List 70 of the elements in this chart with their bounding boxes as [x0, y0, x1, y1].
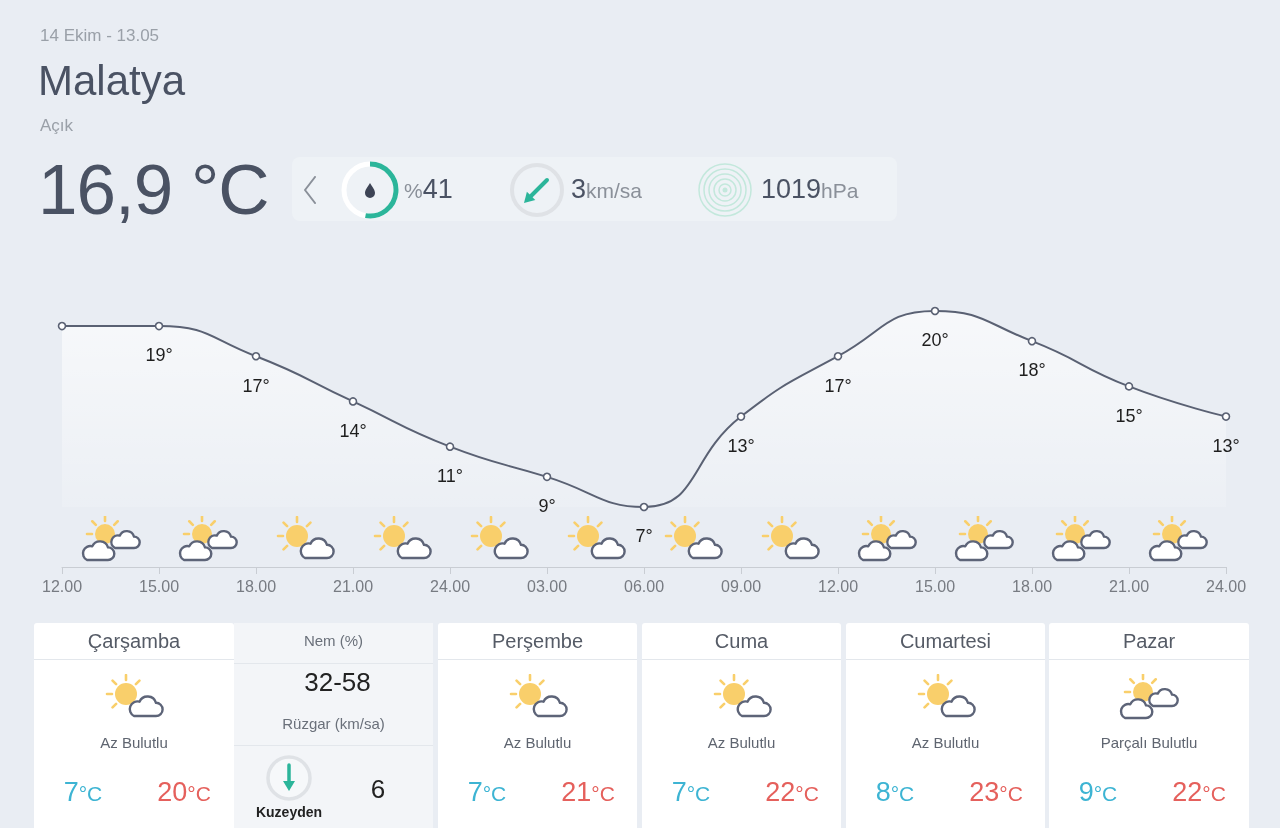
- data-label: 13°: [1212, 435, 1240, 456]
- point: [1027, 336, 1037, 346]
- x-tick-label: 21.00: [332, 577, 374, 595]
- point: [542, 472, 552, 482]
- text: 23°C: [969, 777, 1023, 808]
- text: 7°C: [467, 777, 507, 808]
- text: 7°C: [671, 777, 711, 808]
- point: [639, 502, 649, 512]
- data-label: 7°: [635, 526, 653, 547]
- x-tick-label: 18.00: [1011, 577, 1053, 595]
- text: Az Bulutlu: [911, 734, 980, 752]
- point: [1124, 382, 1134, 391]
- x-tick-label: 18.00: [235, 577, 277, 595]
- x-tick-label: 12.00: [817, 577, 859, 595]
- text: 14 Ekim - 13.05: [40, 26, 160, 46]
- data-label: 15°: [1115, 405, 1143, 426]
- text: 32-58: [304, 667, 371, 698]
- text: Cumartesi: [899, 629, 992, 653]
- text: 6: [370, 774, 386, 805]
- data-label: 14°: [339, 420, 367, 441]
- text: Nem (%): [303, 632, 364, 650]
- data-label: 11°: [437, 465, 463, 486]
- text: 9°C: [1078, 777, 1118, 808]
- text: 20°C: [157, 777, 211, 808]
- text: 22°C: [1172, 777, 1226, 808]
- text: Malatya: [38, 56, 186, 106]
- text: 21°C: [561, 777, 615, 808]
- point: [445, 442, 455, 451]
- x-tick-label: 09.00: [720, 577, 762, 595]
- data-label: 17°: [242, 375, 270, 396]
- x-tick-label: 12.00: [41, 577, 83, 595]
- text: 1019hPa: [761, 174, 859, 205]
- x-tick-label: 03.00: [526, 577, 568, 595]
- text: Kuzeyden: [255, 803, 323, 821]
- text: 8°C: [875, 777, 915, 808]
- text: 3km/sa: [571, 174, 643, 205]
- point: [154, 321, 164, 331]
- x-tick-label: 15.00: [914, 577, 956, 595]
- text: %41: [404, 174, 453, 205]
- text: 7°C: [63, 777, 103, 808]
- text: Perşembe: [491, 629, 584, 653]
- text: Az Bulutlu: [100, 734, 168, 752]
- point: [251, 351, 261, 361]
- text: Çarşamba: [87, 629, 181, 653]
- text: Parçalı Bulutlu: [1100, 734, 1198, 752]
- text: Açık: [40, 116, 74, 136]
- x-tick-label: 06.00: [623, 577, 665, 595]
- text: Az Bulutlu: [503, 734, 572, 752]
- point: [833, 351, 843, 361]
- text: Pazar: [1122, 629, 1176, 653]
- data-label: 13°: [727, 435, 755, 456]
- x-tick-label: 24.00: [1205, 577, 1247, 595]
- point: [348, 397, 358, 406]
- data-label: 20°: [921, 330, 949, 351]
- x-tick-label: 24.00: [429, 577, 471, 595]
- data-label: 19°: [145, 345, 173, 366]
- text: Rüzgar (km/sa): [282, 715, 385, 733]
- data-label: 17°: [824, 375, 852, 396]
- point: [736, 412, 746, 421]
- text: Az Bulutlu: [707, 734, 776, 752]
- x-tick-label: 15.00: [138, 577, 180, 595]
- point: [57, 321, 67, 331]
- text: Cuma: [714, 629, 769, 653]
- text: 16,9 °C: [38, 149, 269, 231]
- point: [930, 306, 940, 316]
- data-label: 18°: [1018, 360, 1046, 381]
- x-tick-label: 21.00: [1108, 577, 1150, 595]
- point: [1221, 412, 1231, 421]
- text: 22°C: [765, 777, 819, 808]
- data-label: 9°: [538, 496, 556, 517]
